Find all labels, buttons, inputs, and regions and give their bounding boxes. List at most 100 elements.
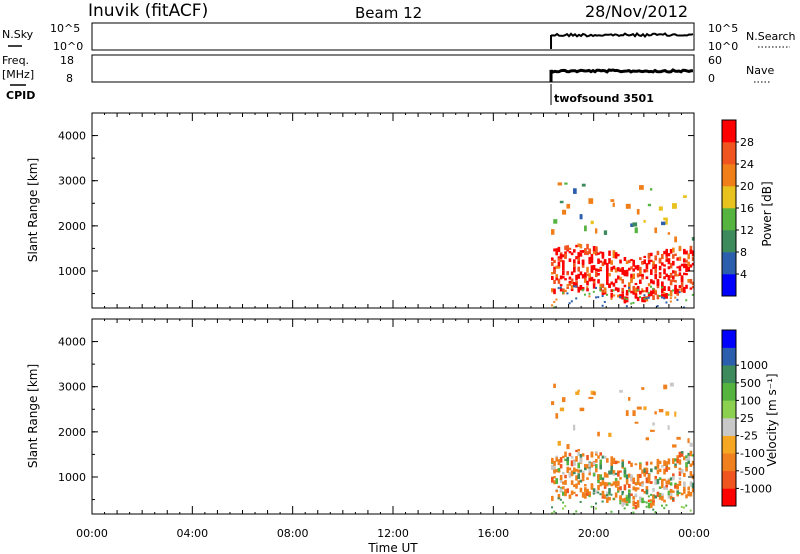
velocity-pixel: [628, 493, 631, 499]
power-pixel: [566, 272, 570, 276]
velocity-pixel: [625, 495, 629, 502]
power-pixel: [597, 272, 600, 276]
power-pixel: [632, 273, 636, 280]
power-colorbar-cell: [722, 208, 736, 231]
power-pixel: [636, 209, 640, 215]
power-pixel: [685, 299, 688, 302]
power-pixel: [606, 274, 609, 281]
power-pixel: [595, 268, 598, 272]
velocity-pixel: [691, 486, 695, 493]
power-pixel: [683, 258, 686, 263]
velocity-pixel: [599, 452, 603, 456]
power-pixel: [553, 259, 556, 264]
power-pixel: [590, 257, 594, 264]
freq-panel: Freq. [MHz] 18 8 60 0 Nave: [2, 54, 774, 85]
power-pixel: [557, 257, 561, 261]
velocity-pixel: [614, 460, 618, 465]
velocity-pixel: [634, 504, 638, 510]
power-pixel: [663, 217, 668, 221]
velocity-pixel: [601, 490, 605, 497]
power-pixel: [612, 294, 616, 297]
power-data: [551, 182, 695, 309]
velocity-pixel: [608, 432, 612, 437]
power-pixel: [588, 198, 594, 204]
velocity-pixel: [553, 475, 556, 479]
power-pixel: [685, 250, 688, 255]
power-pixel: [654, 289, 657, 292]
velocity-pixel: [559, 478, 563, 483]
velocity-pixel: [590, 451, 594, 458]
power-pixel: [599, 286, 602, 289]
power-pixel: [599, 289, 602, 292]
velocity-pixel: [619, 495, 622, 501]
power-pixel: [661, 296, 664, 299]
velocity-pixel: [566, 488, 570, 494]
velocity-pixel: [579, 487, 583, 493]
velocity-pixel: [623, 474, 627, 478]
power-pixel: [656, 305, 659, 308]
velocity-pixel: [656, 491, 660, 497]
power-pixel: [634, 265, 638, 270]
velocity-pixel: [553, 465, 556, 470]
power-pixel: [639, 279, 642, 284]
velocity-colorbar-label: -1000: [740, 482, 772, 495]
power-pixel: [590, 269, 594, 273]
power-pixel: [551, 277, 554, 281]
velocity-pixel: [551, 512, 554, 515]
velocity-pixel: [658, 495, 661, 498]
velocity-colorbar-cell: [722, 418, 736, 436]
power-colorbar-label: 24: [740, 158, 754, 171]
velocity-pixel: [654, 411, 657, 415]
velocity-pixel: [669, 482, 673, 486]
power-pixel: [584, 275, 587, 282]
velocity-pixel: [584, 493, 587, 499]
velocity-pixel: [617, 480, 620, 486]
velocity-pixel: [658, 486, 662, 489]
velocity-pixel: [564, 479, 567, 485]
power-pixel: [621, 293, 625, 300]
power-pixel: [564, 251, 567, 256]
velocity-pixel: [617, 486, 620, 493]
velocity-pixel: [590, 483, 594, 489]
power-pixel: [606, 267, 609, 274]
power-pixel: [597, 258, 600, 261]
time-axis-label: Time UT: [367, 541, 418, 554]
power-pixel: [586, 266, 589, 273]
power-pixel: [632, 290, 636, 295]
power-pixel: [579, 252, 583, 257]
power-pixel: [581, 249, 585, 253]
power-pixel: [551, 304, 554, 307]
velocity-pixel: [643, 473, 647, 477]
velocity-colorbar: -1000 -500 -100 -25 25 100 500 1000: [721, 329, 772, 507]
power-pixel: [652, 260, 655, 266]
power-pixel: [562, 260, 565, 266]
velocity-pixel: [665, 504, 668, 507]
power-pixel: [689, 279, 693, 284]
velocity-pixel: [689, 509, 692, 512]
power-pixel: [597, 252, 600, 255]
power-pixel: [632, 259, 636, 266]
power-pixel: [568, 280, 572, 284]
power-pixel: [654, 227, 658, 234]
velocity-pixel: [667, 467, 671, 470]
velocity-pixel: [573, 484, 576, 488]
power-pixel: [595, 271, 598, 278]
velocity-pixel: [676, 492, 679, 495]
velocity-pixel: [614, 492, 618, 498]
power-pixel: [678, 291, 681, 294]
velocity-pixel: [641, 481, 644, 487]
velocity-pixel: [610, 465, 614, 471]
power-pixel: [683, 248, 686, 255]
velocity-pixel: [667, 458, 671, 465]
velocity-pixel: [610, 493, 613, 496]
power-pixel: [551, 271, 554, 275]
power-pixel: [654, 255, 658, 261]
velocity-ylabel: Slant Range [km]: [26, 364, 40, 468]
power-colorbar-cell: [722, 274, 736, 297]
power-pixel: [630, 290, 633, 294]
power-pixel: [557, 246, 561, 253]
power-pixel: [584, 293, 587, 296]
time-tick-label: 20:00: [578, 527, 610, 540]
power-pixel: [667, 266, 671, 270]
velocity-pixel: [568, 471, 572, 478]
